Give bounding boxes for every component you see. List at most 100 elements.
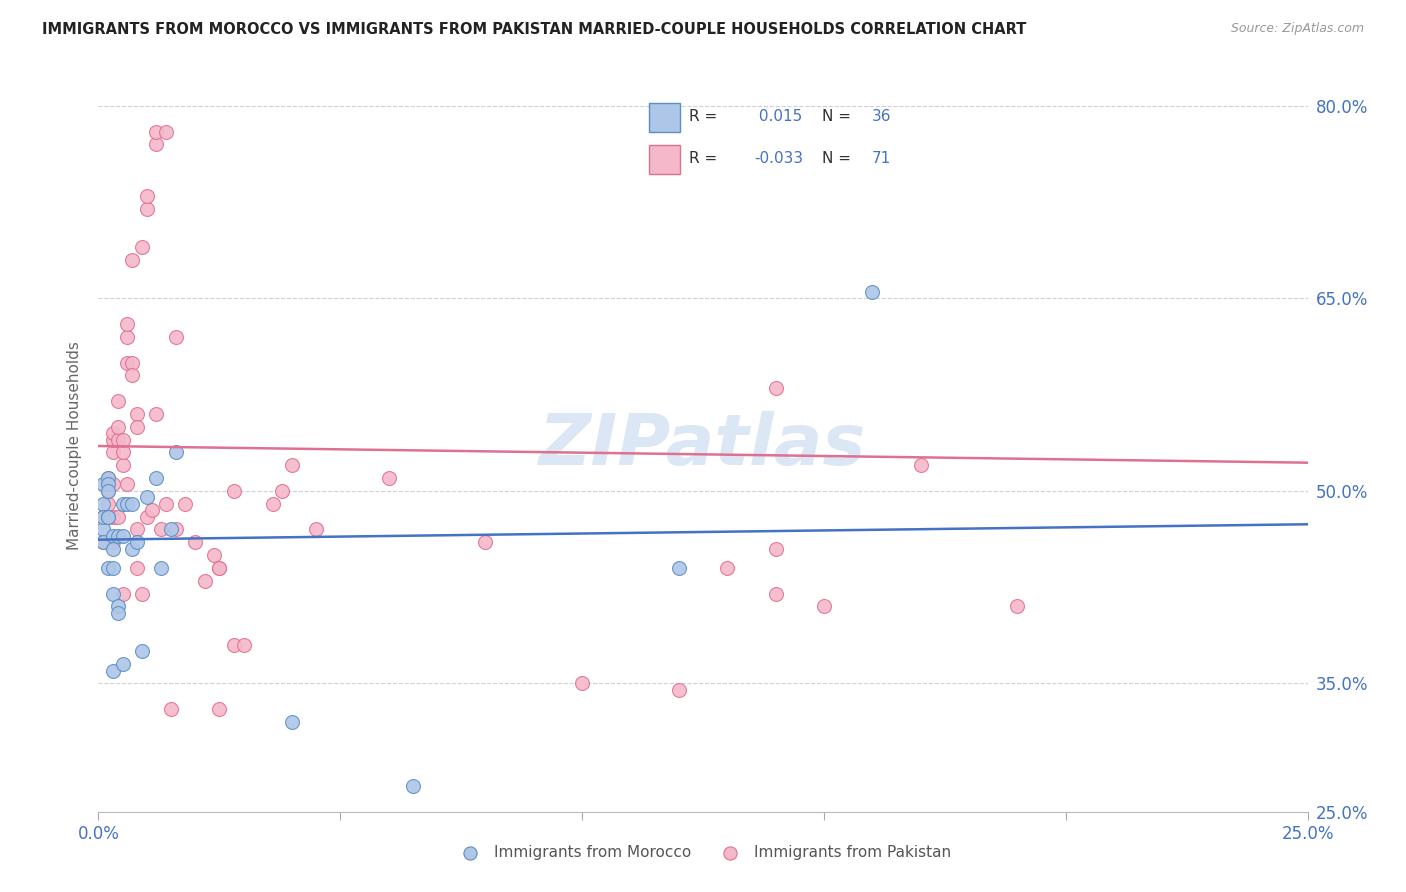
Point — [232, 638, 254, 652]
Point — [127, 535, 149, 549]
Point — [135, 188, 157, 202]
Text: 36: 36 — [872, 110, 891, 124]
Point — [281, 714, 304, 729]
Point — [765, 541, 787, 556]
Point — [377, 471, 399, 485]
Point — [716, 561, 738, 575]
Point — [131, 240, 153, 254]
Point — [145, 137, 167, 152]
Text: 0.015: 0.015 — [754, 110, 803, 124]
Point — [668, 682, 690, 697]
Point — [97, 471, 120, 485]
Point — [97, 483, 120, 498]
Point — [111, 445, 134, 459]
Text: -0.033: -0.033 — [754, 152, 803, 166]
Text: N =: N = — [823, 110, 851, 124]
Point — [127, 523, 149, 537]
Point — [813, 599, 835, 614]
Point — [91, 535, 114, 549]
Point — [121, 355, 143, 369]
Point — [101, 561, 124, 575]
Point — [402, 779, 425, 793]
Point — [101, 509, 124, 524]
Point — [281, 458, 304, 473]
Point — [97, 509, 120, 524]
FancyBboxPatch shape — [650, 103, 681, 132]
Point — [145, 407, 167, 421]
Point — [860, 285, 883, 299]
Point — [271, 483, 294, 498]
Point — [305, 523, 328, 537]
Point — [165, 445, 187, 459]
Point — [474, 535, 496, 549]
Point — [107, 606, 129, 620]
Point — [184, 535, 207, 549]
Point — [101, 433, 124, 447]
Point — [174, 497, 197, 511]
Point — [150, 561, 173, 575]
Point — [204, 548, 226, 562]
Point — [107, 599, 129, 614]
Point — [111, 657, 134, 672]
Y-axis label: Married-couple Households: Married-couple Households — [67, 342, 83, 550]
Text: Source: ZipAtlas.com: Source: ZipAtlas.com — [1230, 22, 1364, 36]
Point — [127, 561, 149, 575]
Text: R =: R = — [689, 152, 717, 166]
Point — [101, 426, 124, 441]
Point — [101, 529, 124, 543]
Point — [107, 394, 129, 409]
Point — [117, 477, 139, 491]
Point — [97, 483, 120, 498]
Point — [121, 497, 143, 511]
Point — [91, 535, 114, 549]
Point — [101, 586, 124, 600]
Text: ZIPatlas: ZIPatlas — [540, 411, 866, 481]
Point — [91, 509, 114, 524]
Point — [111, 497, 134, 511]
Point — [101, 541, 124, 556]
Point — [262, 497, 284, 511]
Point — [117, 355, 139, 369]
Point — [141, 503, 163, 517]
Point — [97, 471, 120, 485]
Point — [97, 509, 120, 524]
Point — [91, 509, 114, 524]
Point — [111, 586, 134, 600]
Point — [117, 497, 139, 511]
Point — [101, 477, 124, 491]
Point — [107, 509, 129, 524]
Text: IMMIGRANTS FROM MOROCCO VS IMMIGRANTS FROM PAKISTAN MARRIED-COUPLE HOUSEHOLDS CO: IMMIGRANTS FROM MOROCCO VS IMMIGRANTS FR… — [42, 22, 1026, 37]
Point — [127, 419, 149, 434]
Point — [765, 586, 787, 600]
Point — [155, 125, 177, 139]
Point — [155, 497, 177, 511]
Point — [107, 433, 129, 447]
Point — [127, 407, 149, 421]
Text: N =: N = — [823, 152, 851, 166]
Point — [208, 702, 231, 716]
Point — [121, 252, 143, 267]
Point — [135, 491, 157, 505]
FancyBboxPatch shape — [650, 145, 681, 174]
Point — [101, 535, 124, 549]
Point — [97, 497, 120, 511]
Legend: Immigrants from Morocco, Immigrants from Pakistan: Immigrants from Morocco, Immigrants from… — [449, 839, 957, 866]
Point — [145, 471, 167, 485]
Point — [571, 676, 593, 690]
Text: R =: R = — [689, 110, 717, 124]
Point — [208, 561, 231, 575]
Point — [668, 561, 690, 575]
Point — [222, 638, 245, 652]
Point — [121, 541, 143, 556]
Point — [97, 561, 120, 575]
Point — [97, 477, 120, 491]
Point — [101, 445, 124, 459]
Point — [131, 644, 153, 658]
Point — [135, 509, 157, 524]
Point — [165, 330, 187, 344]
Point — [160, 523, 183, 537]
Point — [131, 586, 153, 600]
Point — [145, 125, 167, 139]
Point — [117, 317, 139, 331]
Point — [111, 458, 134, 473]
